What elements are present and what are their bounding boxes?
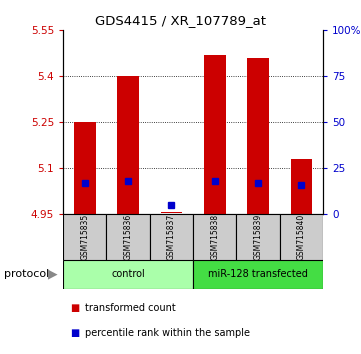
Text: control: control [111, 269, 145, 279]
Bar [193, 214, 236, 260]
Text: GSM715839: GSM715839 [254, 214, 262, 260]
Bar [204, 55, 226, 217]
Bar [280, 214, 323, 260]
Text: ■: ■ [70, 303, 80, 313]
Bar [161, 212, 182, 213]
Text: transformed count: transformed count [85, 303, 175, 313]
Bar [63, 260, 193, 289]
Bar [117, 76, 139, 217]
Bar [236, 214, 280, 260]
Bar [193, 260, 323, 289]
Bar [247, 58, 269, 216]
Text: GSM715840: GSM715840 [297, 214, 306, 260]
Text: GSM715837: GSM715837 [167, 214, 176, 260]
Bar [63, 214, 106, 260]
Text: percentile rank within the sample: percentile rank within the sample [85, 328, 250, 338]
Text: ■: ■ [70, 328, 80, 338]
Bar [291, 159, 312, 217]
Text: GSM715838: GSM715838 [210, 214, 219, 260]
Text: protocol: protocol [4, 269, 49, 279]
Text: GSM715835: GSM715835 [81, 214, 89, 260]
Text: GDS4415 / XR_107789_at: GDS4415 / XR_107789_at [95, 14, 266, 27]
Text: miR-128 transfected: miR-128 transfected [208, 269, 308, 279]
Bar [74, 122, 96, 216]
Bar [150, 214, 193, 260]
Text: GSM715836: GSM715836 [124, 214, 132, 260]
Bar [106, 214, 150, 260]
Text: ▶: ▶ [48, 268, 57, 281]
